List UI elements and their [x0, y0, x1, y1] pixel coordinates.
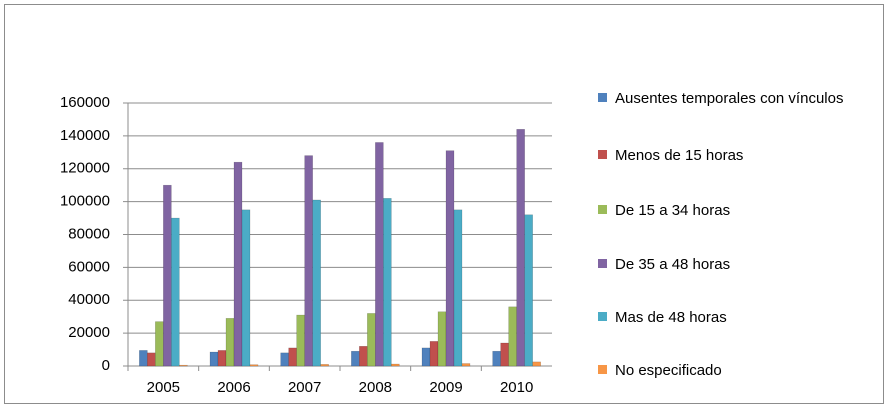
bar: [312, 199, 321, 367]
bar: [445, 150, 455, 367]
legend-item: De 35 a 48 horas: [598, 254, 865, 275]
legend-label: Ausentes temporales con vínculos: [615, 90, 844, 107]
legend-item: Mas de 48 horas: [598, 307, 865, 328]
bar: [532, 361, 541, 367]
legend-swatch: [598, 150, 607, 159]
bar: [367, 313, 376, 367]
y-tick-label: 120000: [60, 160, 110, 177]
x-tick-label: 2005: [147, 379, 180, 396]
x-tick-label: 2009: [429, 379, 462, 396]
y-tick-label: 0: [102, 357, 110, 374]
bar: [421, 347, 431, 367]
y-tick-label: 140000: [60, 127, 110, 144]
x-tick-label: 2010: [500, 379, 533, 396]
bar: [241, 209, 251, 367]
bar: [304, 155, 313, 367]
bar: [147, 352, 156, 367]
y-tick-label: 100000: [60, 193, 110, 210]
bar: [437, 311, 447, 367]
legend-item: Ausentes temporales con vínculos: [598, 88, 865, 109]
bar: [249, 364, 259, 367]
legend-item: No especificado: [598, 360, 865, 381]
legend-label: No especificado: [615, 362, 722, 379]
legend-swatch: [598, 312, 607, 321]
bar: [155, 321, 164, 367]
bar: [508, 306, 517, 367]
y-tick-label: 60000: [68, 258, 110, 275]
bar: [139, 350, 148, 367]
bar: [280, 352, 289, 367]
bar: [453, 209, 463, 367]
x-tick-label: 2006: [217, 379, 250, 396]
bar: [209, 351, 219, 367]
bar: [383, 198, 392, 367]
y-tick-label: 20000: [68, 324, 110, 341]
legend-swatch: [598, 205, 607, 214]
legend-swatch: [598, 93, 607, 102]
bar: [163, 184, 172, 367]
bar: [375, 142, 384, 367]
bar: [391, 363, 400, 367]
legend-item: Menos de 15 horas: [598, 145, 865, 166]
bar: [359, 346, 368, 367]
legend-swatch: [598, 365, 607, 374]
bar: [233, 161, 243, 367]
bar: [225, 318, 235, 367]
bar: [296, 314, 305, 367]
legend-swatch: [598, 259, 607, 268]
legend-label: De 15 a 34 horas: [615, 202, 731, 219]
bar: [429, 341, 439, 367]
y-tick-label: 80000: [68, 225, 110, 242]
x-tick-label: 2007: [288, 379, 321, 396]
bar: [217, 350, 227, 367]
y-tick-label: 160000: [60, 94, 110, 111]
y-tick-label: 40000: [68, 291, 110, 308]
bar: [492, 350, 501, 367]
bar: [516, 129, 525, 367]
legend-label: De 35 a 48 horas: [615, 256, 731, 273]
bar: [171, 217, 180, 367]
bar: [288, 347, 297, 367]
bar: [351, 350, 360, 367]
bar: [179, 364, 188, 367]
bar: [320, 364, 329, 367]
bar: [461, 363, 471, 367]
legend-item: De 15 a 34 horas: [598, 200, 865, 221]
legend-label: Menos de 15 horas: [615, 147, 744, 164]
bar: [524, 214, 533, 367]
bar: [500, 342, 509, 367]
legend-label: Mas de 48 horas: [615, 309, 727, 326]
x-tick-label: 2008: [359, 379, 392, 396]
chart-frame: [4, 4, 884, 404]
